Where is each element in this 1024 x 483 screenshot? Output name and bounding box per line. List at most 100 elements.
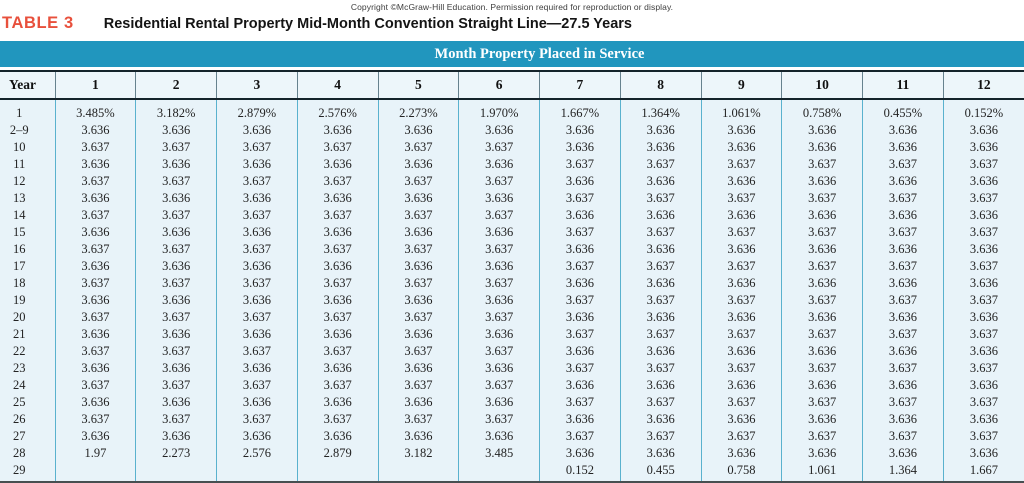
table-row: 15 3.636 3.636 3.636 3.636 3.636 3.636 3.637 3.6…: [0, 224, 1024, 241]
rate-cell: 3.637: [377, 343, 459, 360]
rate-cell: 0.152: [539, 462, 621, 481]
table-number-label: TABLE 3: [2, 14, 74, 32]
rate-cell: 3.636: [458, 394, 540, 411]
rate-cell: 3.637: [942, 190, 1024, 207]
rate-cell: 3.636: [700, 207, 782, 224]
rate-cell: 3.637: [619, 224, 701, 241]
rate-cell: 3.637: [781, 360, 863, 377]
month-column-header: 11: [862, 70, 944, 100]
rate-cell: 3.636: [700, 445, 782, 462]
rate-cell: 3.636: [619, 241, 701, 258]
rate-cell: 3.636: [216, 190, 298, 207]
rate-cell: 3.636: [862, 139, 944, 156]
rate-cell: 3.636: [377, 326, 459, 343]
rate-cell: 3.637: [135, 411, 217, 428]
year-column-header: Year: [0, 70, 55, 100]
rate-cell: 3.637: [135, 207, 217, 224]
rate-cell: 3.636: [54, 224, 136, 241]
table-row: 29 0.152 0.455 0.758 1.061 1.364 1.667: [0, 462, 1024, 481]
rate-cell: 3.636: [700, 139, 782, 156]
rate-cell: 3.637: [700, 258, 782, 275]
rate-cell: 3.636: [862, 445, 944, 462]
rate-cell: 3.636: [458, 428, 540, 445]
rate-cell: 3.636: [135, 360, 217, 377]
rate-cell: 3.637: [296, 207, 378, 224]
rate-cell: 3.637: [135, 241, 217, 258]
rate-cell: 3.637: [54, 173, 136, 190]
rate-cell: 3.636: [54, 190, 136, 207]
year-cell: 10: [0, 139, 55, 156]
rate-cell: 3.636: [619, 411, 701, 428]
rate-cell: 3.637: [216, 411, 298, 428]
rate-cell: 1.364: [862, 462, 944, 481]
month-column-header: 10: [781, 70, 863, 100]
rate-cell: 2.273%: [377, 99, 459, 122]
rate-cell: 3.637: [216, 139, 298, 156]
rate-cell: 3.636: [216, 292, 298, 309]
year-cell: 26: [0, 411, 55, 428]
rate-cell: 3.636: [942, 445, 1024, 462]
rate-cell: 3.636: [781, 275, 863, 292]
rate-cell: 3.636: [458, 292, 540, 309]
month-column-header: 2: [135, 70, 217, 100]
rate-cell: 3.636: [54, 122, 136, 139]
rate-cell: 3.637: [942, 360, 1024, 377]
table-row: 25 3.636 3.636 3.636 3.636 3.636 3.636 3.637 3.6…: [0, 394, 1024, 411]
rate-cell: 3.637: [862, 224, 944, 241]
table-title-row: TABLE 3 Residential Rental Property Mid-…: [0, 12, 1024, 36]
rate-cell: 3.636: [781, 445, 863, 462]
month-column-header: 6: [458, 70, 540, 100]
rate-cell: 3.637: [296, 139, 378, 156]
rate-cell: 1.364%: [619, 99, 701, 122]
rate-cell: 3.637: [781, 394, 863, 411]
rate-cell: 3.636: [296, 156, 378, 173]
month-column-header: 3: [216, 70, 298, 100]
rate-cell: 3.636: [216, 428, 298, 445]
rate-cell: 3.637: [781, 224, 863, 241]
rate-cell: 3.636: [216, 326, 298, 343]
rate-cell: 3.636: [781, 139, 863, 156]
rate-cell: 3.636: [781, 411, 863, 428]
table-row: 27 3.636 3.636 3.636 3.636 3.636 3.636 3.637 3.6…: [0, 428, 1024, 445]
rate-cell: 3.636: [781, 241, 863, 258]
rate-cell: 3.637: [942, 292, 1024, 309]
rate-cell: 3.637: [296, 411, 378, 428]
rate-cell: 3.636: [135, 190, 217, 207]
rate-cell: 3.637: [700, 190, 782, 207]
rate-cell: 3.637: [700, 156, 782, 173]
month-column-header: 8: [619, 70, 701, 100]
rate-cell: 3.637: [619, 190, 701, 207]
rate-cell: 3.637: [377, 377, 459, 394]
year-cell: 13: [0, 190, 55, 207]
rate-cell: 3.636: [942, 275, 1024, 292]
rate-cell: 3.636: [942, 139, 1024, 156]
rate-cell: 3.636: [135, 428, 217, 445]
rate-cell: 3.182%: [135, 99, 217, 122]
rate-cell: 3.636: [862, 411, 944, 428]
month-column-header: 12: [942, 70, 1024, 100]
copyright-notice: Copyright ©McGraw-Hill Education. Permis…: [350, 2, 674, 12]
year-cell: 27: [0, 428, 55, 445]
table-row: 24 3.637 3.637 3.637 3.637 3.637 3.637 3.636 3.6…: [0, 377, 1024, 394]
rate-cell: 3.637: [539, 394, 621, 411]
rate-cell: 3.636: [296, 394, 378, 411]
rate-cell: 3.636: [135, 326, 217, 343]
rate-cell: 1.667%: [539, 99, 621, 122]
rate-cell: 3.636: [539, 343, 621, 360]
rate-cell: [296, 462, 378, 481]
rate-cell: 3.636: [377, 156, 459, 173]
rate-cell: 3.637: [54, 275, 136, 292]
rate-cell: 3.636: [700, 343, 782, 360]
rate-cell: 3.636: [942, 411, 1024, 428]
rate-cell: 3.637: [700, 394, 782, 411]
rate-cell: 3.637: [296, 173, 378, 190]
rate-cell: 3.637: [700, 292, 782, 309]
bottom-rule-dark: [0, 481, 1024, 483]
rate-cell: 3.637: [135, 139, 217, 156]
rate-cell: 3.636: [458, 326, 540, 343]
rate-cell: 3.637: [216, 275, 298, 292]
rate-cell: 0.152%: [942, 99, 1024, 122]
table-row: 26 3.637 3.637 3.637 3.637 3.637 3.637 3.636 3.6…: [0, 411, 1024, 428]
rate-cell: 3.637: [862, 326, 944, 343]
rate-cell: 3.636: [539, 377, 621, 394]
